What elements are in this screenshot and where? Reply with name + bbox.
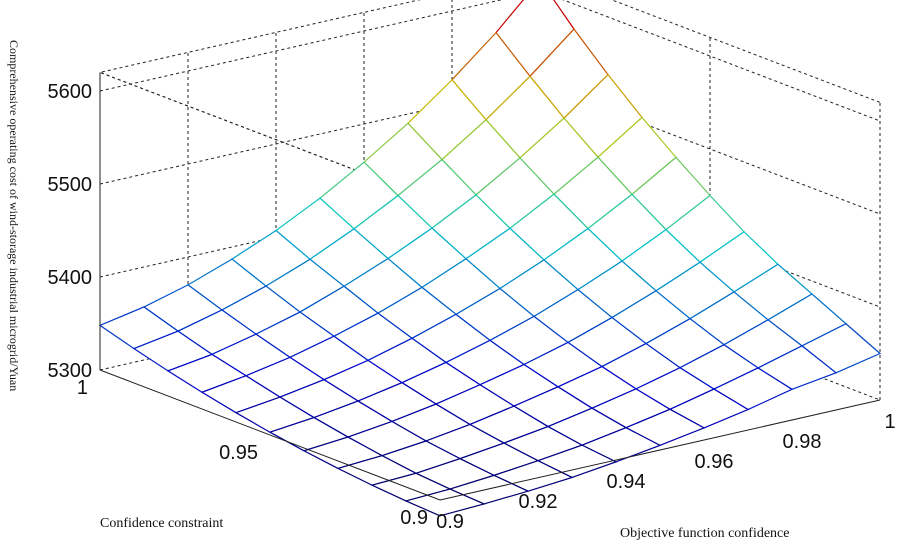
surface-face <box>404 488 486 517</box>
x-axis-label: Objective function confidence <box>620 526 789 541</box>
y-tick-label: 0.95 <box>219 442 258 464</box>
tick-labels: 5300 5400 5500 5600 0.9 0.92 0.94 0.96 0.98 1 0.9 0… <box>48 81 896 533</box>
y-axis-line <box>99 369 441 501</box>
x-axis-line <box>439 399 881 501</box>
z-axis-label: Comprehensive operating cost of wind-sto… <box>7 40 21 391</box>
x-tick-label: 0.96 <box>695 451 734 473</box>
surface-mesh <box>98 0 882 517</box>
z-tick-label: 5600 <box>48 81 93 103</box>
x-tick-label: 0.98 <box>783 431 822 453</box>
x-tick-label: 1 <box>884 411 895 433</box>
y-axis-label: Confidence constraint <box>100 516 223 531</box>
z-tick-label: 5300 <box>48 360 93 382</box>
x-tick-label: 0.9 <box>436 511 464 533</box>
z-gridline <box>99 0 881 122</box>
y-tick-label: 0.9 <box>400 507 428 529</box>
z-tick-label: 5400 <box>48 267 93 289</box>
z-tick-label: 5500 <box>48 174 93 196</box>
x-tick-label: 0.92 <box>519 491 558 513</box>
y-tick-label: 1 <box>77 377 88 399</box>
axes-box-front <box>99 72 881 501</box>
x-tick-label: 0.94 <box>607 471 646 493</box>
